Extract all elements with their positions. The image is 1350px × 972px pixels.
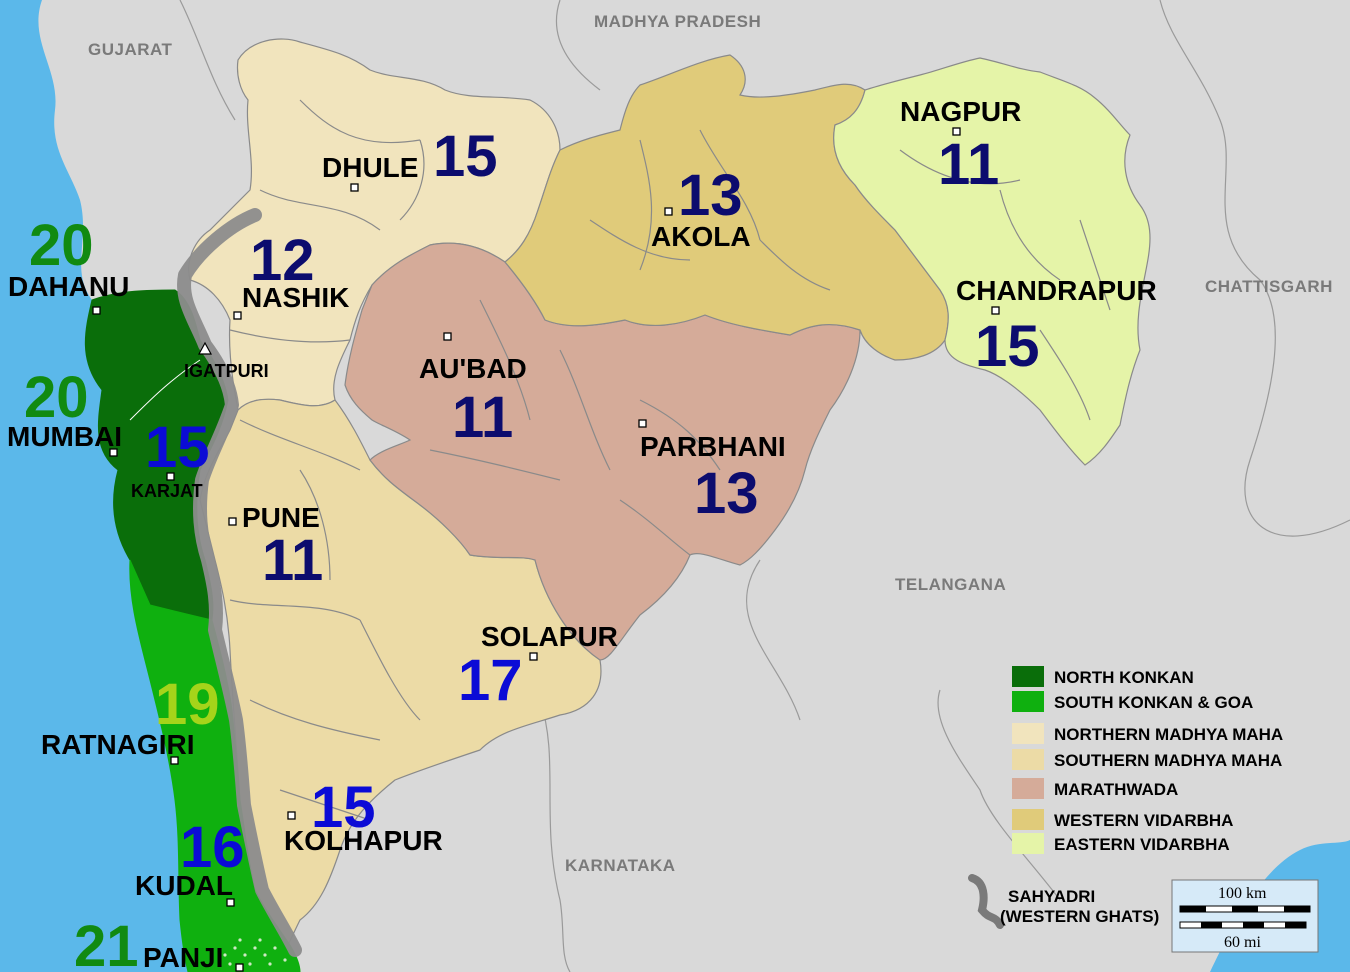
city-name-kudal: KUDAL: [135, 870, 233, 901]
city-markers: [92, 127, 1000, 972]
district-boundaries: [229, 99, 1111, 821]
legend-label-1: SOUTH KONKAN & GOA: [1054, 693, 1253, 712]
city-name-chandrapur: CHANDRAPUR: [956, 275, 1157, 306]
legend-label-5: WESTERN VIDARBHA: [1054, 811, 1233, 830]
scale-mi-bar: [1179, 921, 1307, 929]
value-parbhani: 13: [694, 461, 759, 526]
legend-swatch-0: [1012, 666, 1044, 687]
city-dot-dhule: [350, 183, 359, 192]
scale-mi-label: 60 mi: [1224, 934, 1261, 951]
sahyadri-swatch-icon: [968, 874, 1004, 929]
city-dot-kudal: [226, 898, 235, 907]
rainfall-values: 15 12 11 11 17 15 13 13 11 15 20 20 15 1…: [24, 124, 1040, 972]
label-telangana: TELANGANA: [895, 575, 1006, 594]
sahyadri-ghats-band: [177, 208, 302, 957]
city-name-solapur: SOLAPUR: [481, 621, 618, 652]
city-dot-nashik: [233, 311, 242, 320]
legend-label-2: NORTHERN MADHYA MAHA: [1054, 725, 1283, 744]
scale-km-bar: [1179, 905, 1311, 913]
value-panji: 21: [74, 914, 139, 972]
value-kolhapur: 15: [311, 775, 376, 840]
city-name-panji: PANJI: [143, 942, 223, 972]
city-dot-pune: [228, 517, 237, 526]
value-akola: 13: [678, 163, 743, 228]
sahyadri-label-line2: (WESTERN GHATS): [1000, 907, 1159, 926]
legend-label-3: SOUTHERN MADHYA MAHA: [1054, 751, 1282, 770]
city-names: DHULE NASHIK IGATPURI AU'BAD PUNE SOLAPU…: [7, 96, 1157, 972]
label-madhya-pradesh: MADHYA PRADESH: [594, 12, 761, 31]
scale-km-label: 100 km: [1218, 885, 1267, 902]
legend-label-6: EASTERN VIDARBHA: [1054, 835, 1230, 854]
value-chandrapur: 15: [975, 314, 1040, 379]
value-ratnagiri: 19: [155, 672, 220, 737]
legend-swatch-3: [1012, 749, 1044, 770]
city-name-akola: AKOLA: [651, 221, 751, 252]
city-name-ratnagiri: RATNAGIRI: [41, 729, 194, 760]
city-dot-karjat: [166, 472, 175, 481]
legend-label-4: MARATHWADA: [1054, 780, 1178, 799]
scale-bar: 100 km 60 mi: [1171, 879, 1319, 953]
value-kudal: 16: [180, 815, 245, 880]
region-eastern-vidarbha: [833, 57, 1151, 466]
city-dot-mumbai: [109, 448, 118, 457]
legend-swatch-5: [1012, 809, 1044, 830]
legend-sahyadri: SAHYADRI (WESTERN GHATS): [968, 874, 1159, 929]
city-name-parbhani: PARBHANI: [640, 431, 786, 462]
city-name-dhule: DHULE: [322, 152, 418, 183]
label-gujarat: GUJARAT: [88, 40, 173, 59]
city-name-karjat: KARJAT: [131, 481, 203, 501]
value-solapur: 17: [458, 648, 523, 713]
city-dot-dahanu: [92, 306, 101, 315]
city-dot-chandrapur: [991, 306, 1000, 315]
scale-bar-box: [1171, 879, 1319, 953]
city-dot-parbhani: [638, 419, 647, 428]
city-name-pune: PUNE: [242, 502, 320, 533]
label-chattisgarh: CHATTISGARH: [1205, 277, 1333, 296]
legend-swatch-6: [1012, 833, 1044, 854]
value-nashik: 12: [250, 228, 315, 293]
value-nagpur: 11: [938, 132, 999, 197]
neighbor-borders: [179, 0, 1350, 972]
city-name-aurangabad: AU'BAD: [419, 353, 527, 384]
value-aurangabad: 11: [452, 385, 513, 450]
city-dot-panji: [235, 963, 244, 972]
legend-label-0: NORTH KONKAN: [1054, 668, 1194, 687]
arabian-sea: [0, 0, 188, 972]
value-dhule: 15: [433, 124, 498, 189]
city-name-nagpur: NAGPUR: [900, 96, 1021, 127]
divider-line: [129, 359, 201, 421]
legend-swatch-1: [1012, 691, 1044, 712]
legend-swatch-2: [1012, 723, 1044, 744]
igatpuri-triangle-icon: [197, 341, 213, 355]
city-name-igatpuri: IGATPURI: [184, 361, 269, 381]
legend: NORTH KONKAN SOUTH KONKAN & GOA NORTHERN M…: [1012, 666, 1283, 854]
value-karjat: 15: [145, 415, 210, 480]
legend-swatch-4: [1012, 778, 1044, 799]
city-name-dahanu: DAHANU: [8, 271, 129, 302]
city-dot-kolhapur: [287, 811, 296, 820]
city-dot-ratnagiri: [170, 756, 179, 765]
city-name-kolhapur: KOLHAPUR: [284, 825, 443, 856]
city-name-mumbai: MUMBAI: [7, 421, 122, 452]
city-dot-aurangabad: [443, 332, 452, 341]
city-dot-akola: [664, 207, 673, 216]
region-northern-madhya-maha: [188, 38, 561, 412]
city-name-nashik: NASHIK: [242, 282, 349, 313]
goa-dots: [223, 938, 287, 966]
value-pune: 11: [262, 528, 323, 593]
value-mumbai: 20: [24, 365, 89, 430]
value-dahanu: 20: [29, 213, 94, 278]
label-karnataka: KARNATAKA: [565, 856, 676, 875]
city-dot-nagpur: [952, 127, 961, 136]
sahyadri-label-line1: SAHYADRI: [1008, 887, 1095, 906]
city-dot-solapur: [529, 652, 538, 661]
